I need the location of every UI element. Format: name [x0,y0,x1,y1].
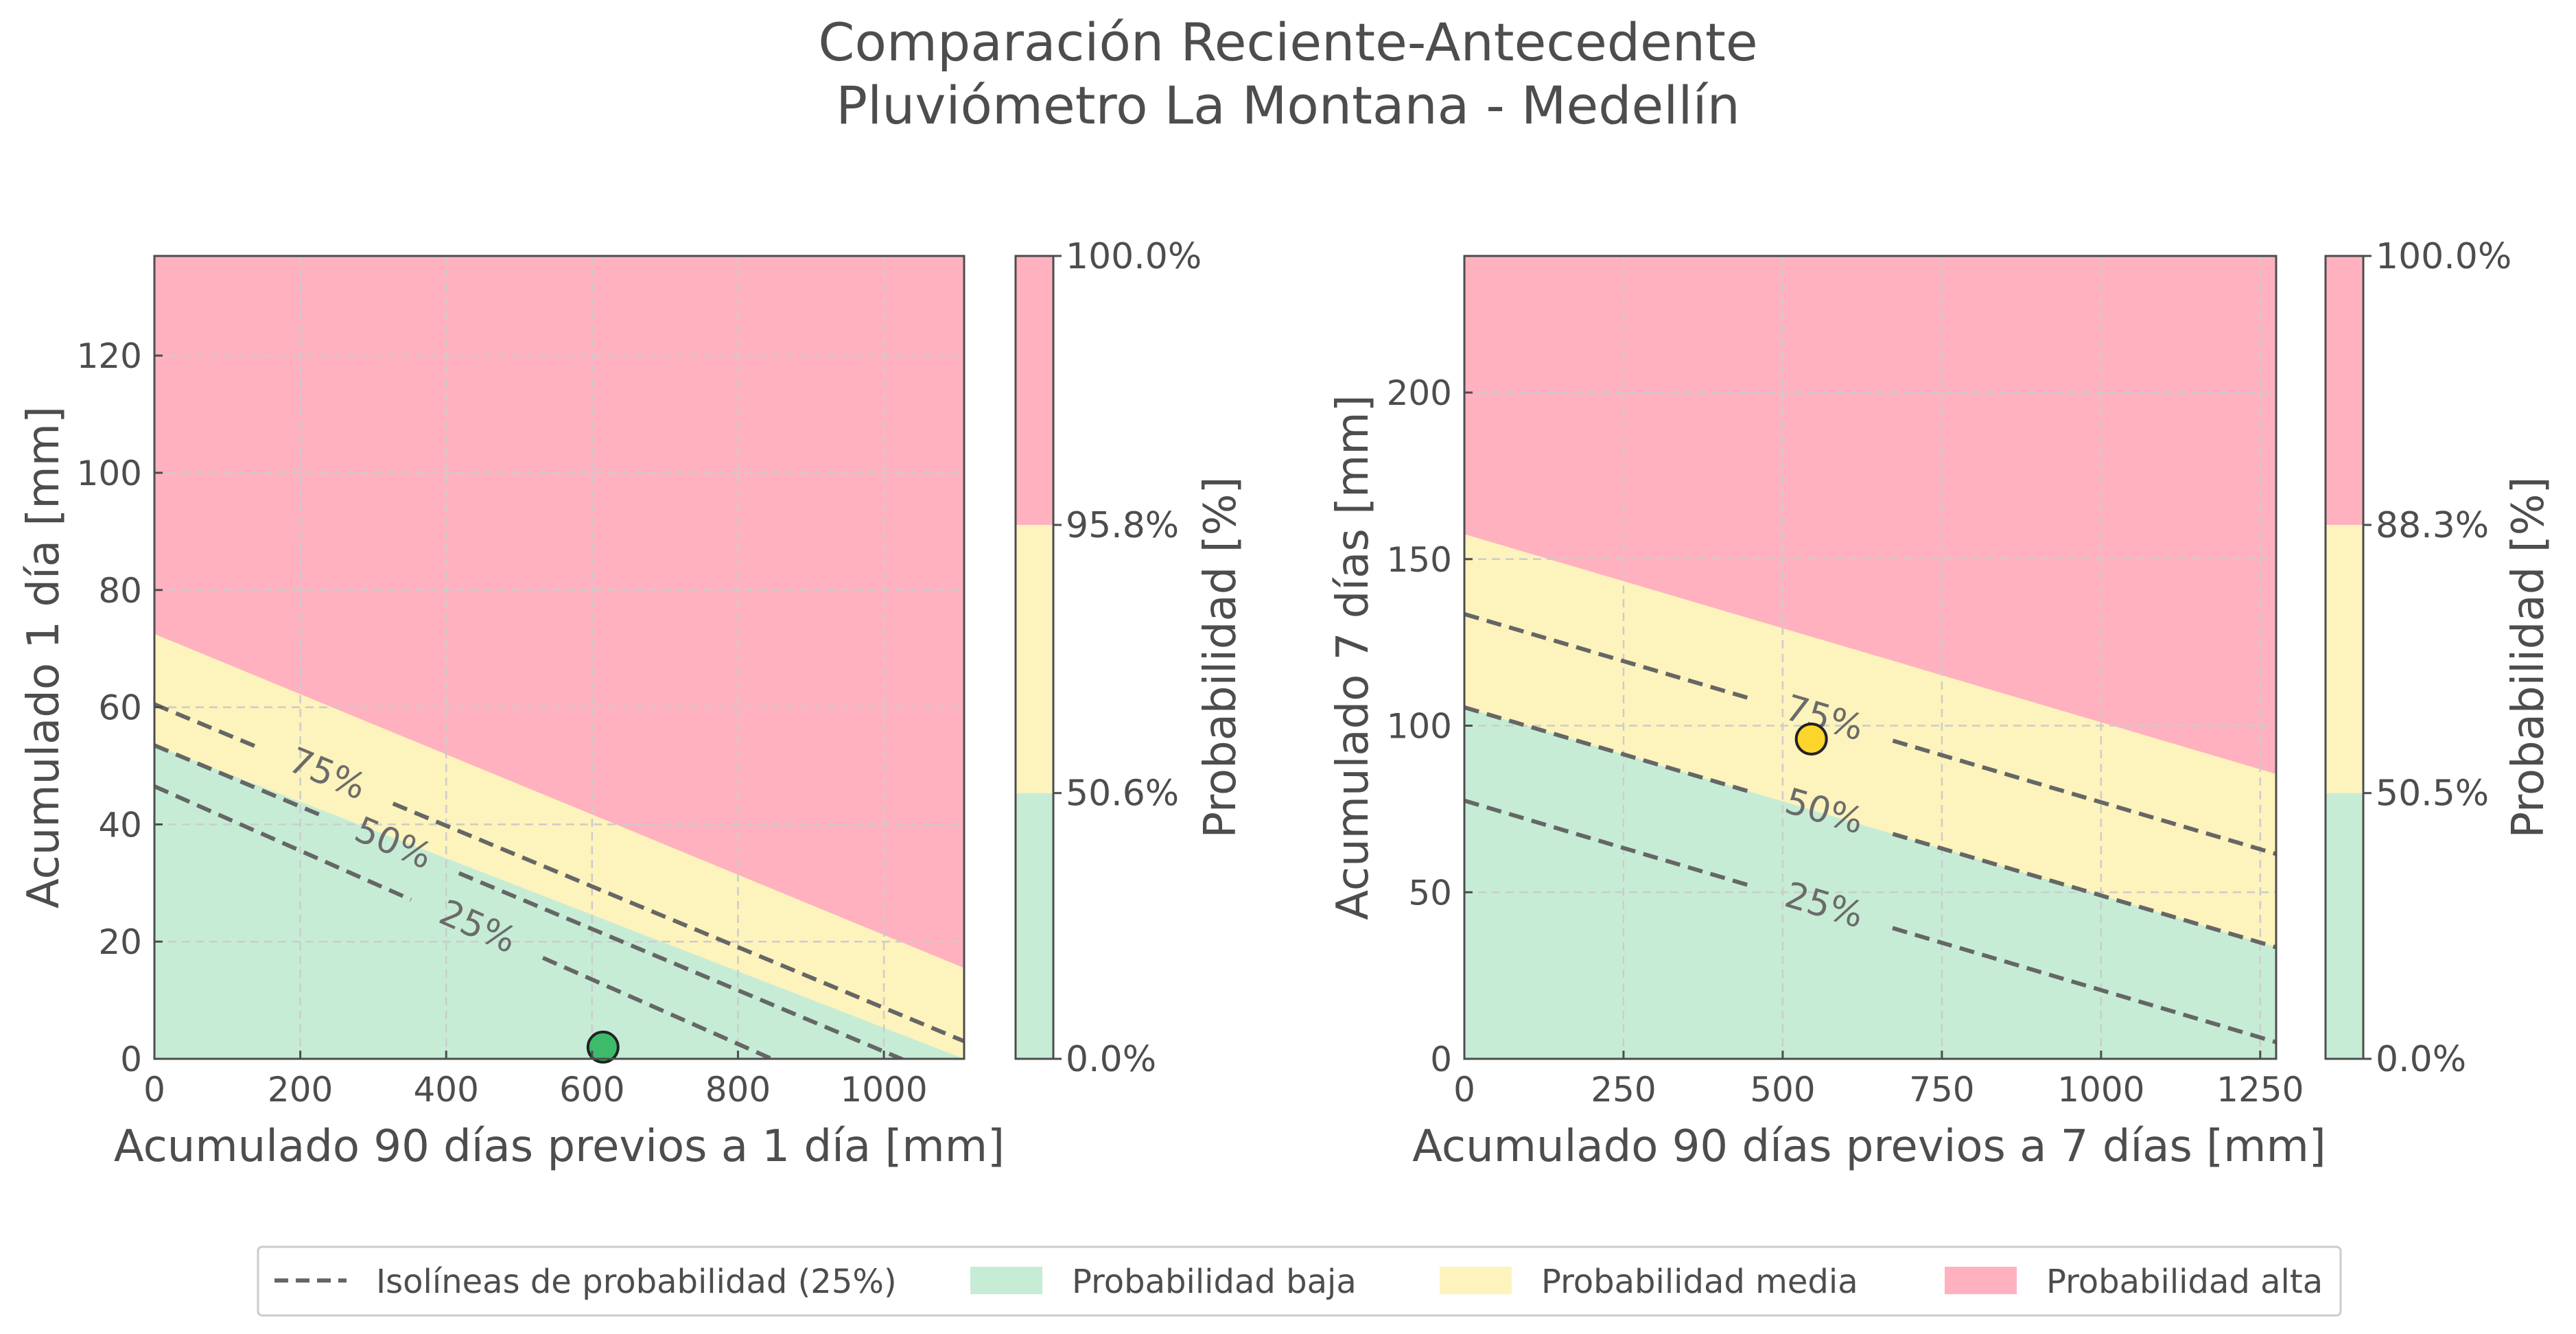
chart-panel-left: 25%50%75% 0 200 400 600 800 1000 0 20 40 60 80 100 12… [19,236,1246,1172]
colorbar-band [1016,793,1053,1059]
isoline-75-segment [1892,738,2276,856]
y-tick-label: 120 [77,336,142,376]
y-axis-label: Acumulado 7 días [mm] [1328,395,1379,920]
y-tick-label: 50 [1408,873,1452,913]
colorbar-tick-label: 0.0% [1066,1039,1156,1080]
legend-medium-label: Probabilidad media [1541,1263,1858,1301]
y-axis-label: Acumulado 1 día [mm] [19,406,69,909]
y-tick-label: 150 [1387,540,1452,580]
colorbar-tick-label: 50.5% [2376,773,2489,815]
data-point [586,1030,620,1064]
x-tick-label: 1250 [2216,1070,2304,1110]
plot-area: 25%50%75% [1464,256,2276,1059]
y-tick-label: 100 [77,454,142,493]
x-tick-label: 1000 [2057,1070,2144,1110]
isoline-75-segment [392,801,964,1044]
x-tick-label: 0 [143,1070,165,1110]
y-tick-label: 60 [98,688,142,728]
isoline-75-segment [154,702,261,751]
colorbar-label: Probabilidad [%] [1195,477,1246,839]
isoline-25-segment [1464,798,1755,889]
y-tick-label: 200 [1387,373,1452,413]
x-tick-label: 1000 [840,1070,927,1110]
colorbar-tick-label: 88.3% [2376,505,2489,546]
colorbar-band [2326,256,2363,525]
colorbar-tick-label: 100.0% [2376,236,2511,277]
legend-medium-swatch [1440,1267,1512,1294]
x-tick-label: 500 [1750,1070,1815,1110]
region-low [154,745,964,1059]
colorbar-band [2326,793,2363,1059]
isoline-25-segment [541,956,777,1059]
y-tick-label: 0 [120,1040,142,1079]
colorbar-band [1016,256,1053,525]
isoline-50-segment [154,743,327,819]
colorbar-band [1016,524,1053,793]
legend-low-label: Probabilidad baja [1072,1263,1357,1301]
isoline-50-segment [458,871,907,1059]
legend-frame [257,1245,2342,1317]
x-axis-label: Acumulado 90 días previos a 7 días [mm] [1412,1121,2326,1172]
x-tick-label: 400 [414,1070,479,1110]
plot-frame [1463,255,2278,1060]
x-tick-label: 200 [268,1070,333,1110]
legend-isolines-label: Isolíneas de probabilidad (25%) [376,1263,897,1301]
colorbar-label: Probabilidad [%] [2503,477,2554,839]
x-tick-label: 750 [1909,1070,1974,1110]
chart-title-line-2: Pluviómetro La Montana - Medellín [836,75,1740,136]
isoline-75-segment [1464,612,1755,702]
colorbar-tick-label: 0.0% [2376,1039,2466,1080]
plot-frame [153,255,965,1060]
y-tick-label: 20 [98,922,142,962]
legend-high-label: Probabilidad alta [2046,1263,2323,1301]
legend: Isolíneas de probabilidad (25%) Probabil… [257,1245,2342,1317]
legend-high-swatch [1945,1267,2017,1294]
chart-panel-right: 25%50%75%0 250 500 750 1000 1250050100150200A… [1328,236,2554,1172]
colorbar-tick-label: 100.0% [1066,236,1202,277]
y-tick-label: 100 [1387,707,1452,747]
x-tick-label: 800 [705,1070,771,1110]
colorbar-tick-label: 50.6% [1066,773,1179,815]
isoline-50-segment [1464,705,1755,795]
plot-area: 25%50%75% [154,256,964,1059]
y-tick-label: 40 [98,805,142,845]
isoline-25-segment [154,784,412,902]
colorbar-tick-label: 95.8% [1066,505,1179,546]
colorbar-frame [1014,255,1055,1060]
data-point [1794,722,1828,756]
colorbar-band [2326,524,2363,793]
x-axis-label: Acumulado 90 días previos a 1 día [mm] [114,1121,1005,1172]
x-tick-label: 0 [1453,1070,1475,1110]
isoline-50-segment [1892,832,2276,950]
region-low [1464,707,2276,1059]
chart-title-line-1: Comparación Reciente-Antecedente [818,12,1757,73]
isoline-25-segment [1892,926,2276,1044]
y-tick-label: 0 [1430,1040,1452,1079]
x-tick-label: 250 [1591,1070,1656,1110]
colorbar-frame [2324,255,2365,1060]
x-tick-label: 600 [559,1070,624,1110]
legend-low-swatch [970,1267,1042,1294]
y-tick-label: 80 [98,571,142,611]
